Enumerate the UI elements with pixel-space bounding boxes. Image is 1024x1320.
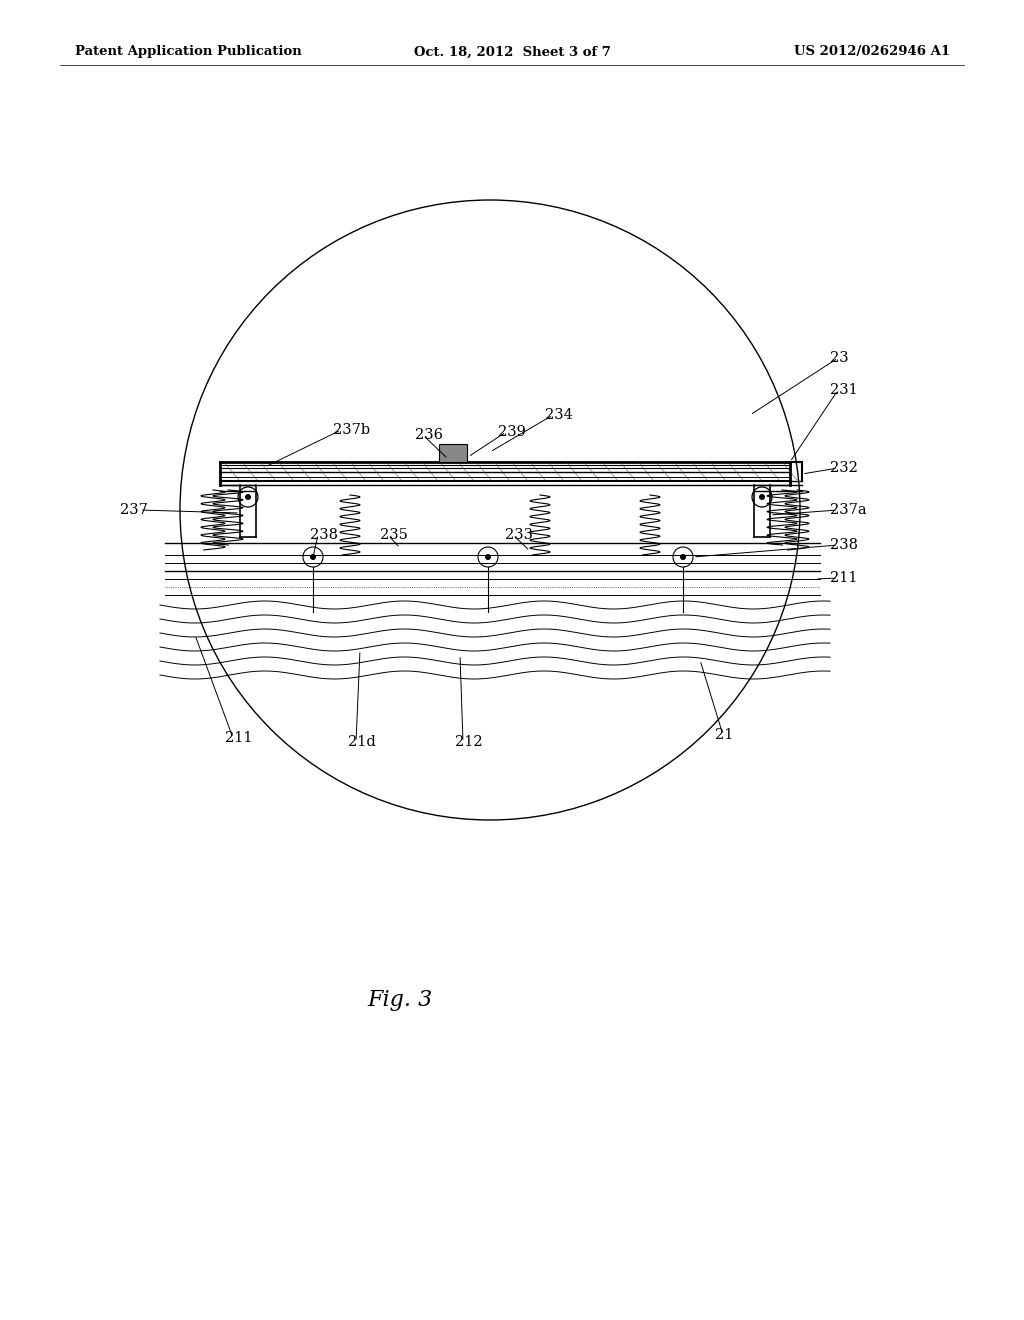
Text: 211: 211 — [225, 731, 253, 744]
Bar — [439, 444, 467, 462]
Circle shape — [759, 494, 765, 500]
Circle shape — [310, 554, 316, 560]
Text: 237a: 237a — [830, 503, 866, 517]
Text: 21: 21 — [715, 729, 733, 742]
Text: 232: 232 — [830, 461, 858, 475]
Text: 212: 212 — [455, 735, 482, 748]
Text: 238: 238 — [310, 528, 338, 543]
Text: 237b: 237b — [333, 422, 370, 437]
Text: 237: 237 — [120, 503, 148, 517]
Circle shape — [680, 554, 686, 560]
Text: 239: 239 — [498, 425, 526, 440]
Text: 236: 236 — [415, 428, 443, 442]
Text: 238: 238 — [830, 539, 858, 552]
Circle shape — [245, 494, 251, 500]
Text: 233: 233 — [505, 528, 534, 543]
Text: 234: 234 — [545, 408, 572, 422]
Text: US 2012/0262946 A1: US 2012/0262946 A1 — [794, 45, 950, 58]
Circle shape — [485, 554, 490, 560]
Text: Oct. 18, 2012  Sheet 3 of 7: Oct. 18, 2012 Sheet 3 of 7 — [414, 45, 610, 58]
Text: 235: 235 — [380, 528, 408, 543]
Text: Patent Application Publication: Patent Application Publication — [75, 45, 302, 58]
Text: 231: 231 — [830, 383, 858, 397]
Text: Fig. 3: Fig. 3 — [368, 989, 432, 1011]
Text: 21d: 21d — [348, 735, 376, 748]
Text: 23: 23 — [830, 351, 849, 366]
Text: 211: 211 — [830, 572, 857, 585]
